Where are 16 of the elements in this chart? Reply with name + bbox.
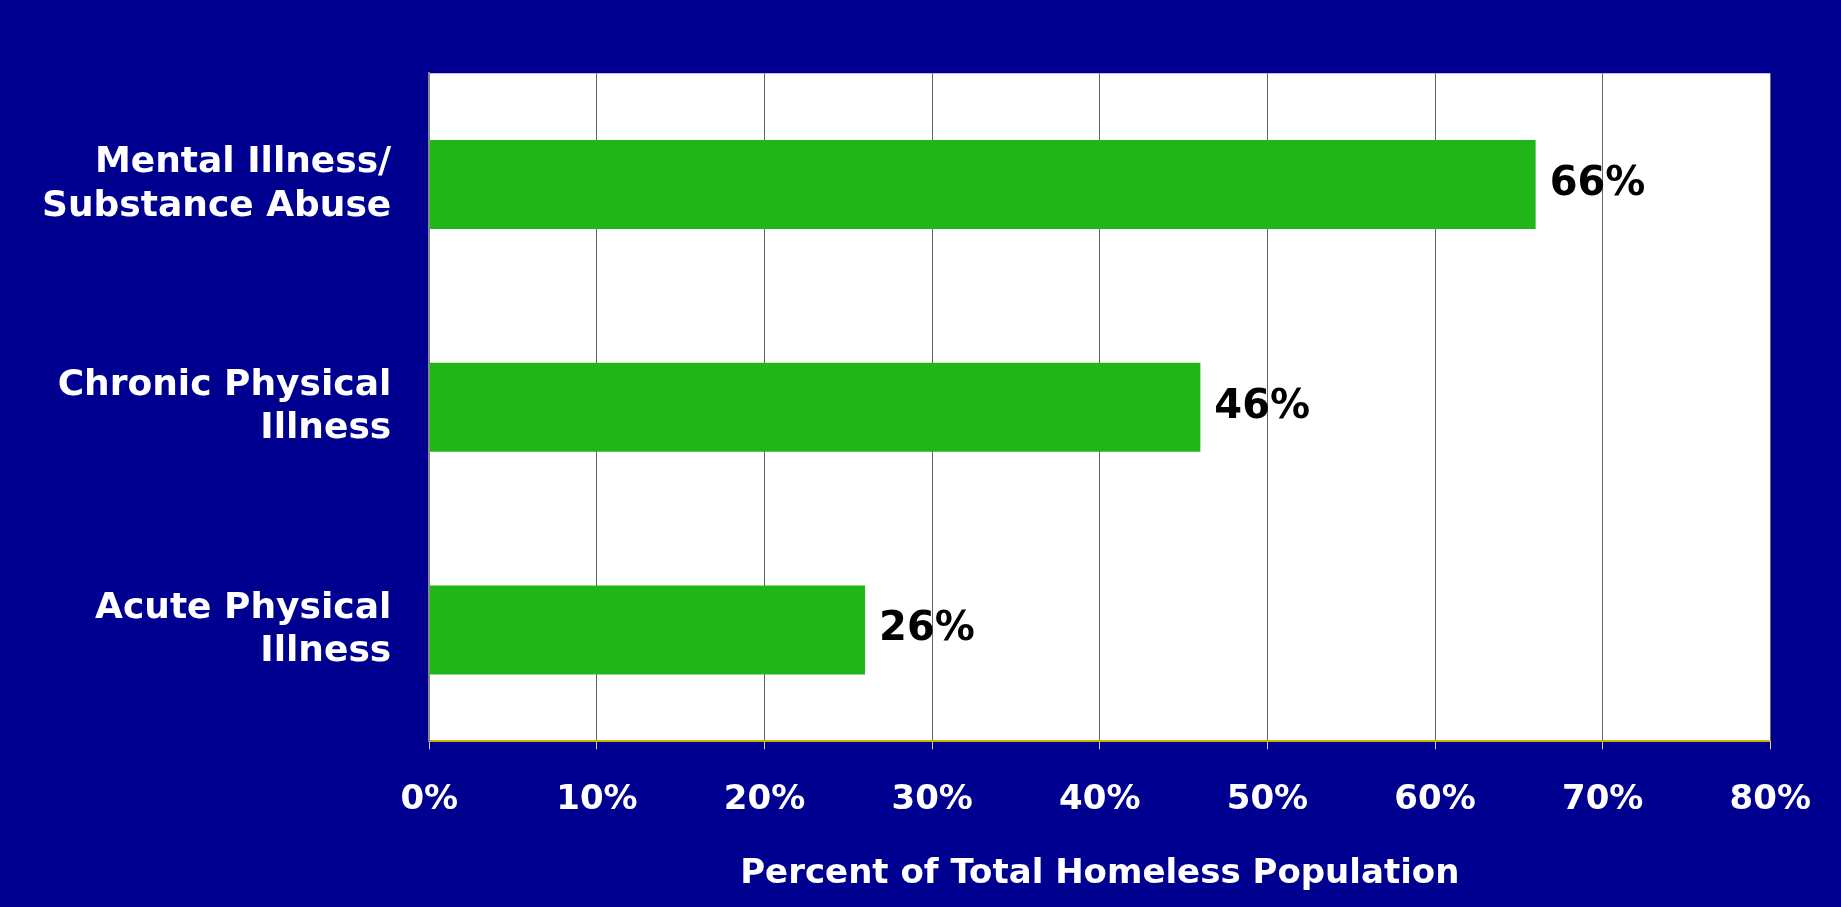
y-tick-label: Chronic Physical Illness <box>57 362 392 447</box>
bar <box>429 585 866 675</box>
x-tick-label: 10% <box>556 776 638 817</box>
x-tick-label: 20% <box>723 776 806 817</box>
x-tick-label: 30% <box>891 776 973 817</box>
x-axis-title: Percent of Total Homeless Population <box>740 851 1460 892</box>
x-tick-label: 40% <box>1059 776 1141 817</box>
bar <box>429 140 1536 230</box>
x-tick-label: 50% <box>1226 776 1309 817</box>
x-tick-label: 0% <box>400 776 459 817</box>
x-tick-label: 70% <box>1561 776 1644 817</box>
x-tick-label: 60% <box>1394 776 1476 817</box>
y-tick-label: Acute Physical Illness <box>95 584 392 669</box>
y-tick-label: Mental Illness/ Substance Abuse <box>42 139 393 224</box>
bar <box>429 362 1201 452</box>
x-tick-label: 80% <box>1729 776 1811 817</box>
